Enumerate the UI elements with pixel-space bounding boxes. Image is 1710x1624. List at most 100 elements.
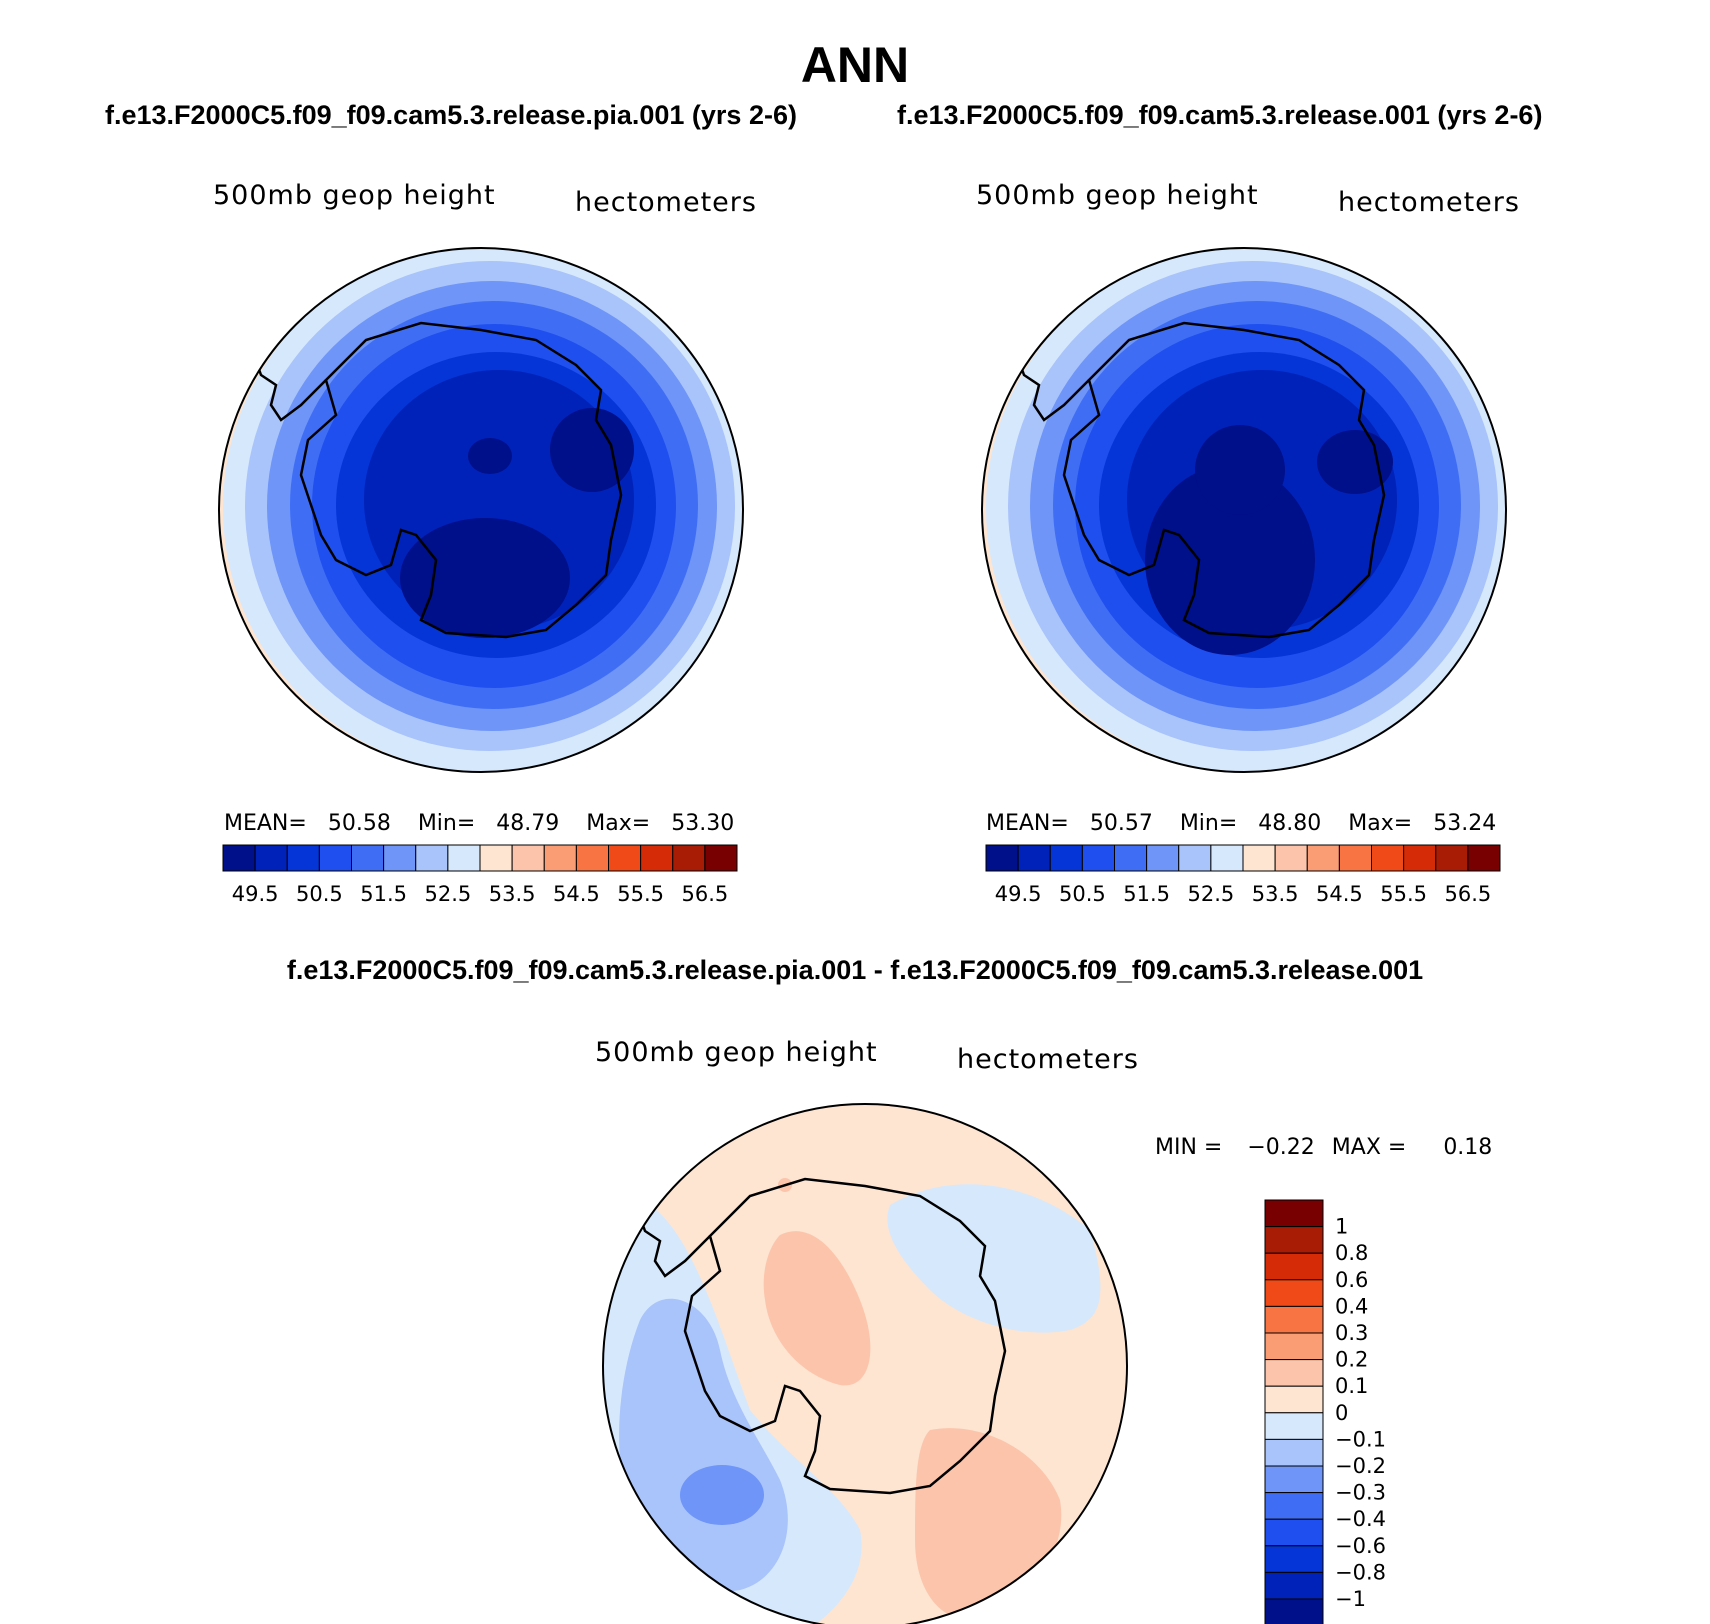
diff-colorbar-box <box>1264 1199 1324 1228</box>
right-map-border <box>981 247 1507 773</box>
left-colorbar-box <box>447 844 481 872</box>
right-colorbar-box <box>1146 844 1180 872</box>
left-mean-value: 50.58 <box>327 811 391 836</box>
right-colorbar-box <box>1435 844 1469 872</box>
diff-colorbar-box <box>1264 1332 1324 1361</box>
diff-colorbar-tick-label: −0.1 <box>1335 1427 1386 1451</box>
left-min-label: Min= <box>417 811 476 836</box>
diff-colorbar-box <box>1264 1571 1324 1600</box>
left-colorbar-box <box>511 844 545 872</box>
left-stats: MEAN= 50.58 Min= 48.79 Max= 53.30 <box>224 811 734 836</box>
diff-colorbar-tick-label: −0.4 <box>1335 1507 1386 1531</box>
left-colorbar-box <box>222 844 256 872</box>
diff-colorbar-box <box>1264 1359 1324 1387</box>
left-colorbar-tick-label: 55.5 <box>617 882 664 906</box>
left-colorbar-box <box>383 844 417 872</box>
diff-colorbar-tick-label: 0.2 <box>1335 1348 1368 1372</box>
diff-min-label: MIN = <box>1155 1135 1223 1160</box>
diff-colorbar-tick-label: −1 <box>1335 1587 1366 1611</box>
diff-colorbar-tick-label: 0.4 <box>1335 1294 1368 1318</box>
right-variable-label: 500mb geop height <box>976 180 1259 211</box>
right-colorbar-tick-label: 56.5 <box>1444 882 1491 906</box>
diff-colorbar-box <box>1264 1412 1324 1440</box>
left-colorbar-box <box>479 844 513 872</box>
right-max-label: Max= <box>1348 811 1413 836</box>
right-colorbar-box <box>1210 844 1244 872</box>
diff-colorbar-box <box>1264 1438 1324 1467</box>
diff-min-value: −0.22 <box>1247 1135 1315 1160</box>
diff-colorbar-box <box>1264 1226 1324 1254</box>
diff-colorbar-tick-label: 0.3 <box>1335 1321 1368 1345</box>
left-colorbar-box <box>415 844 449 872</box>
diff-units-label: hectometers <box>957 1044 1139 1075</box>
left-colorbar-box <box>543 844 577 872</box>
diff-colorbar-box <box>1264 1305 1324 1334</box>
diff-colorbar: 10.8 0.60.4 0.3 0.20.1 0−0.1 −0.2 −0.3−0.4 −0.6… <box>1264 1199 1386 1624</box>
diff-variable-label: 500mb geop height <box>595 1037 878 1068</box>
diff-colorbar-box <box>1264 1385 1324 1414</box>
right-colorbar-box <box>1403 844 1437 872</box>
diff-colorbar-tick-label: 0.8 <box>1335 1241 1368 1265</box>
right-stats: MEAN= 50.57 Min= 48.80 Max= 53.24 <box>986 811 1496 836</box>
left-colorbar-tick-label: 51.5 <box>360 882 407 906</box>
diff-colorbar-tick-label: 0.1 <box>1335 1374 1368 1398</box>
left-colorbar-box <box>254 844 288 872</box>
diff-colorbar-box <box>1264 1598 1324 1624</box>
diff-colorbar-tick-label: −0.3 <box>1335 1481 1386 1505</box>
right-case-title: f.e13.F2000C5.f09_f09.cam5.3.release.001… <box>897 100 1543 130</box>
right-colorbar-box <box>1114 844 1148 872</box>
right-min-value: 48.80 <box>1258 811 1322 836</box>
left-case-title: f.e13.F2000C5.f09_f09.cam5.3.release.pia… <box>105 100 797 130</box>
diff-stats: MIN = −0.22 MAX = 0.18 <box>1155 1135 1492 1160</box>
right-colorbar-tick-label: 50.5 <box>1059 882 1106 906</box>
left-colorbar-tick-label: 54.5 <box>553 882 600 906</box>
diff-colorbar-tick-label: 0 <box>1335 1401 1348 1425</box>
right-colorbar-box <box>1467 844 1501 872</box>
right-colorbar-box <box>1081 844 1115 872</box>
right-map <box>982 248 1506 772</box>
diff-colorbar-tick-label: −0.6 <box>1335 1534 1386 1558</box>
left-colorbar-box <box>286 844 320 872</box>
right-colorbar-tick-label: 49.5 <box>995 882 1042 906</box>
diff-map <box>603 1104 1127 1624</box>
diff-map-border <box>602 1103 1128 1624</box>
left-colorbar: 49.5 50.5 51.5 52.5 53.5 54.5 55.5 56.5 <box>222 844 738 906</box>
right-mean-value: 50.57 <box>1089 811 1153 836</box>
diff-colorbar-box <box>1264 1279 1324 1307</box>
left-colorbar-box <box>640 844 674 872</box>
right-colorbar-tick-label: 55.5 <box>1380 882 1427 906</box>
diff-case-title: f.e13.F2000C5.f09_f09.cam5.3.release.pia… <box>286 955 1424 985</box>
left-colorbar-box <box>351 844 385 872</box>
right-colorbar-box <box>1274 844 1308 872</box>
right-max-value: 53.24 <box>1433 811 1497 836</box>
left-colorbar-box <box>608 844 642 872</box>
diff-max-value: 0.18 <box>1443 1135 1493 1160</box>
right-colorbar-box <box>1017 844 1051 872</box>
diff-colorbar-tick-label: −0.2 <box>1335 1454 1386 1478</box>
left-map-border <box>218 247 744 773</box>
right-colorbar-tick-label: 54.5 <box>1316 882 1363 906</box>
left-colorbar-tick-label: 53.5 <box>489 882 536 906</box>
left-min-value: 48.79 <box>496 811 560 836</box>
left-colorbar-box <box>318 844 352 872</box>
right-units-label: hectometers <box>1338 187 1520 218</box>
diff-colorbar-box <box>1264 1518 1324 1547</box>
right-colorbar-box <box>1242 844 1276 872</box>
left-colorbar-box <box>672 844 706 872</box>
right-mean-label: MEAN= <box>986 811 1069 836</box>
diff-colorbar-box <box>1264 1465 1324 1494</box>
diff-colorbar-box <box>1264 1252 1324 1281</box>
diff-colorbar-box <box>1264 1545 1324 1573</box>
left-colorbar-tick-label: 52.5 <box>424 882 471 906</box>
diff-colorbar-tick-label: −0.8 <box>1335 1560 1386 1584</box>
left-colorbar-box <box>575 844 609 872</box>
right-colorbar-box <box>1049 844 1083 872</box>
right-colorbar-tick-label: 52.5 <box>1187 882 1234 906</box>
left-colorbar-box <box>704 844 738 872</box>
left-max-value: 53.30 <box>671 811 735 836</box>
right-colorbar: 49.5 50.5 51.5 52.5 53.5 54.5 55.5 56.5 <box>985 844 1501 906</box>
left-map <box>219 248 743 772</box>
left-mean-label: MEAN= <box>224 811 307 836</box>
diff-colorbar-tick-label: 1 <box>1335 1215 1348 1239</box>
